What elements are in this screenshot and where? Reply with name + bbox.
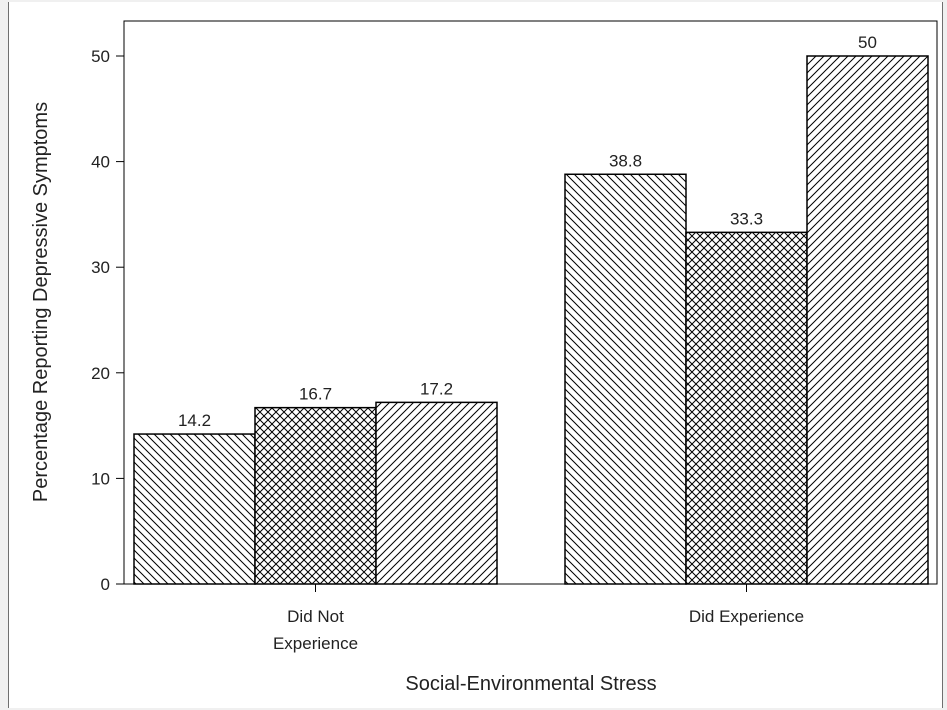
data-label: 33.3 bbox=[730, 209, 763, 228]
y-tick-label: 20 bbox=[91, 364, 110, 383]
data-label: 38.8 bbox=[609, 151, 642, 170]
x-tick-label: Did Experience bbox=[689, 607, 804, 626]
plot-area bbox=[123, 20, 938, 585]
x-tick-label: Experience bbox=[273, 634, 358, 653]
bar-hatch bbox=[806, 55, 929, 585]
x-tick-label: Did Not bbox=[287, 607, 344, 626]
data-label: 50 bbox=[858, 33, 877, 52]
bars-group: 14.2 16.7 17.2 38.8 33.3 50 bbox=[133, 33, 929, 585]
data-label: 17.2 bbox=[420, 379, 453, 398]
x-axis-title: Social-Environmental Stress bbox=[405, 673, 656, 695]
data-label: 16.7 bbox=[299, 385, 332, 404]
bar-hatch bbox=[254, 406, 377, 585]
bar-hatch bbox=[685, 231, 808, 585]
data-label: 14.2 bbox=[178, 411, 211, 430]
y-tick-label: 40 bbox=[91, 153, 110, 172]
y-axis: 0 10 20 30 40 50 bbox=[91, 47, 124, 594]
x-axis: Did Not Experience Did Experience bbox=[273, 584, 804, 653]
bar-hatch bbox=[564, 173, 687, 585]
y-tick-label: 10 bbox=[91, 469, 110, 488]
y-tick-label: 0 bbox=[101, 575, 110, 594]
bar-hatch bbox=[375, 401, 498, 585]
bar-hatch bbox=[133, 433, 256, 585]
y-axis-title: Percentage Reporting Depressive Symptoms bbox=[30, 102, 52, 502]
y-tick-label: 50 bbox=[91, 47, 110, 66]
y-tick-label: 30 bbox=[91, 258, 110, 277]
